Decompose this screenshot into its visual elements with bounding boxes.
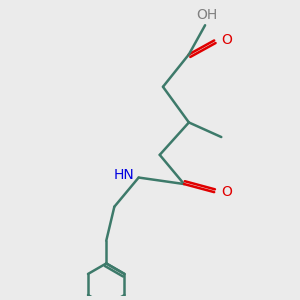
Text: O: O — [221, 185, 232, 199]
Text: OH: OH — [196, 8, 217, 22]
Text: HN: HN — [113, 168, 134, 182]
Text: O: O — [221, 34, 232, 47]
